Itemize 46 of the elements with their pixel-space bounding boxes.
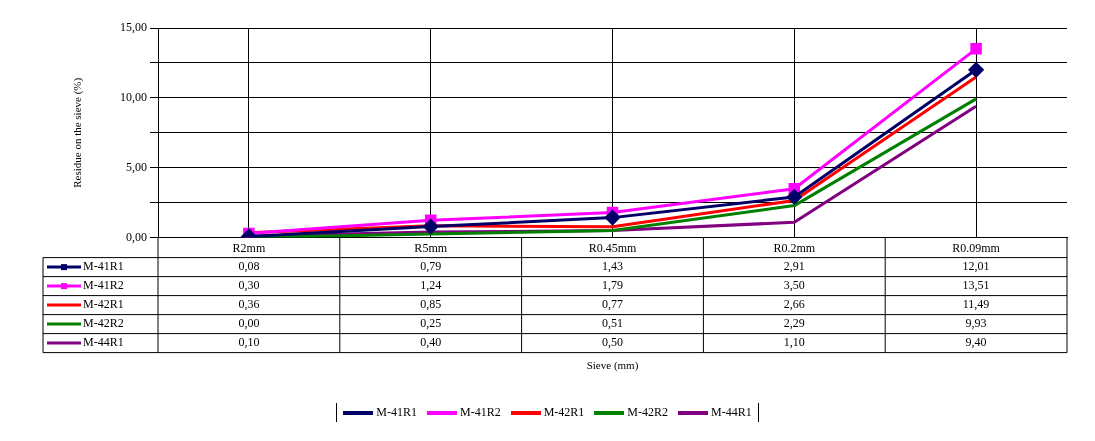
legend-label: M-41R2 <box>83 278 124 293</box>
legend-label: M-42R1 <box>83 297 124 312</box>
text: Sieve (mm) <box>586 359 639 373</box>
data-label: 3,50 <box>783 278 805 293</box>
legend-label: M-42R2 <box>83 316 124 331</box>
text: M-42R2 <box>627 405 668 419</box>
x-tick-label: R2mm <box>232 240 266 255</box>
y-tick-label: 15,00 <box>120 20 147 35</box>
data-label: 0,40 <box>420 335 442 350</box>
data-label: 1,43 <box>602 259 623 274</box>
y-tick-label: 10,00 <box>120 90 147 105</box>
data-label: 2,91 <box>783 259 805 274</box>
data-label: 9,93 <box>965 316 987 331</box>
data-label: 12,01 <box>962 259 990 274</box>
data-label: 9,40 <box>965 335 987 350</box>
data-label: 0,10 <box>238 335 260 350</box>
data-label: 0,00 <box>238 316 260 331</box>
data-label: 1,79 <box>602 278 623 293</box>
data-label: 0,79 <box>420 259 442 274</box>
text: M-41R1 <box>376 405 417 419</box>
data-label: 0,50 <box>602 335 623 350</box>
x-tick-label: R0.2mm <box>773 240 816 255</box>
legend-label: M-41R1 <box>83 259 124 274</box>
y-axis-title: Residue on the sieve (%) <box>71 77 85 188</box>
data-label: 1,24 <box>420 278 442 293</box>
x-tick-label: R5mm <box>414 240 448 255</box>
text: M-42R1 <box>543 405 585 419</box>
data-label: 2,29 <box>783 316 805 331</box>
data-label: 2,66 <box>783 297 805 312</box>
data-label: 0,30 <box>238 278 260 293</box>
data-label: 11,49 <box>962 297 990 312</box>
data-label: 0,85 <box>420 297 442 312</box>
data-label: 1,10 <box>783 335 805 350</box>
text: M-41R2 <box>459 405 501 419</box>
data-label: 0,08 <box>238 259 260 274</box>
y-tick-label: 5,00 <box>126 159 147 174</box>
x-tick-label: R0.09mm <box>952 240 1001 255</box>
data-label: 0,36 <box>238 297 260 312</box>
data-label: 0,25 <box>420 316 442 331</box>
legend-label: M-44R1 <box>83 335 124 350</box>
x-tick-label: R0.45mm <box>588 240 637 255</box>
text: M-44R1 <box>711 405 752 419</box>
y-tick-label: 0,00 <box>126 229 147 244</box>
data-label: 13,51 <box>962 278 990 293</box>
data-label: 0,51 <box>602 316 623 331</box>
data-label: 0,77 <box>602 297 623 312</box>
